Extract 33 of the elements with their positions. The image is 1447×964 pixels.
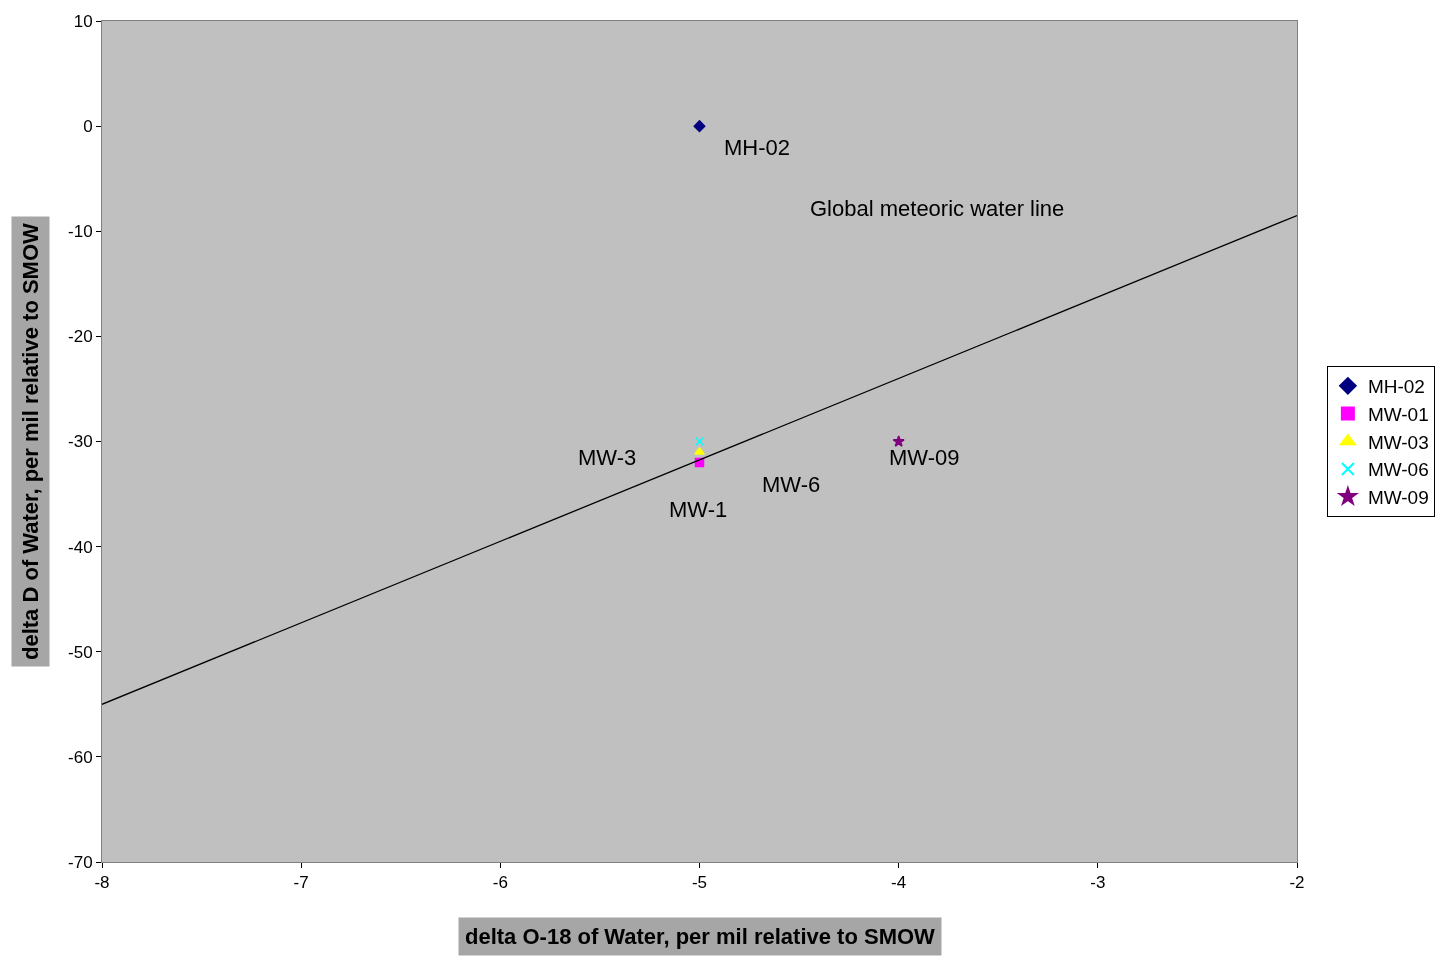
point — [892, 435, 905, 447]
x-tick-label: -3 — [1090, 873, 1106, 893]
y-tick-label: -40 — [68, 537, 93, 557]
x-axis-title: delta O-18 of Water, per mil relative to SMOW — [465, 924, 936, 949]
legend-label: MW-01 — [1367, 403, 1429, 425]
point — [694, 436, 705, 447]
y-tick-label: -50 — [68, 642, 93, 662]
x-tick-label: -7 — [293, 873, 309, 893]
legend-label: MH-02 — [1367, 376, 1425, 398]
annotation: MW-09 — [889, 445, 960, 470]
x-tick-label: -5 — [691, 873, 708, 893]
y-tick-label: -30 — [68, 432, 93, 452]
annotation: MW-6 — [762, 472, 821, 497]
annotation: MW-1 — [669, 497, 728, 522]
x-tick-label: -6 — [492, 873, 508, 893]
y-tick-label: -10 — [68, 222, 93, 242]
x-tick-label: -8 — [94, 873, 110, 893]
y-tick-label: -20 — [68, 327, 93, 347]
x-tick-label: -2 — [1289, 873, 1305, 893]
legend-label: MW-09 — [1367, 487, 1429, 509]
y-tick-label: 10 — [73, 11, 93, 31]
annotation: Global meteoric water line — [810, 196, 1065, 221]
x-tick-label: -4 — [891, 873, 907, 893]
y-tick-label: 0 — [83, 117, 93, 137]
point — [694, 447, 705, 455]
annotation: MW-3 — [578, 445, 637, 470]
y-axis-title: delta D of Water, per mil relative to SMOW — [18, 222, 43, 660]
y-tick-label: -70 — [68, 852, 93, 872]
annotation: MH-02 — [724, 135, 791, 160]
legend-label: MW-03 — [1367, 431, 1429, 453]
y-tick-label: -60 — [68, 747, 93, 767]
legend-label: MW-06 — [1367, 459, 1429, 481]
point — [693, 120, 706, 133]
